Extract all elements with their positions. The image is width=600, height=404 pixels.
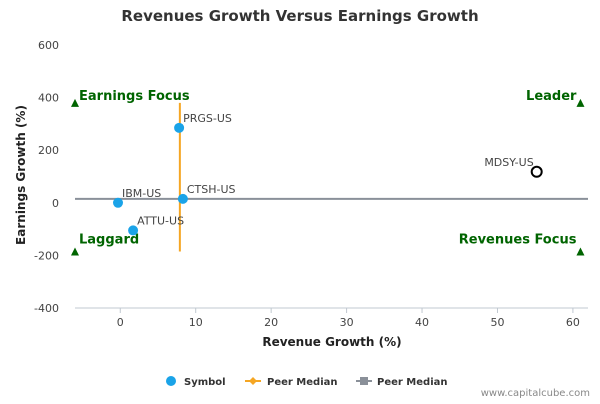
x-tick-label: 60 — [566, 316, 580, 329]
data-label-ibm-us: IBM-US — [122, 187, 161, 200]
x-tick-label: 50 — [490, 316, 504, 329]
y-tick-label: -200 — [34, 249, 59, 262]
y-tick-label: 0 — [52, 197, 59, 210]
legend: Symbol Peer Median Peer Median — [166, 376, 448, 388]
quadrant-label-leader: Leader — [526, 89, 577, 104]
x-axis-title: Revenue Growth (%) — [262, 335, 401, 349]
quadrant-marker-top-right — [576, 98, 585, 107]
quadrant-marker-top-left — [71, 98, 79, 107]
data-point-prgs-us — [174, 122, 185, 133]
quadrant-labels: Earnings Focus Leader Laggard Revenues Focu… — [71, 89, 585, 256]
quadrant-label-revenues-focus: Revenues Focus — [459, 232, 577, 247]
credit-text: www.capitalcube.com — [481, 388, 590, 399]
x-tick-label: 40 — [415, 316, 429, 329]
data-label-mdsy-us: MDSY-US — [484, 156, 533, 169]
quadrant-label-laggard: Laggard — [79, 232, 139, 247]
data-label-prgs-us: PRGS-US — [183, 112, 232, 125]
data-point-attu-us — [128, 225, 139, 236]
quadrant-label-earnings-focus: Earnings Focus — [79, 89, 190, 104]
y-axis-title: Earnings Growth (%) — [14, 105, 28, 245]
x-tick-label: 0 — [117, 316, 124, 329]
y-tick-label: 200 — [38, 144, 59, 157]
legend-peer-median-label-vertical: Peer Median — [267, 377, 338, 388]
data-points: PRGS-US CTSH-US IBM-US ATTU-US MDSY-US — [113, 112, 543, 236]
chart-title: Revenues Growth Versus Earnings Growth — [121, 7, 478, 25]
data-label-ctsh-us: CTSH-US — [187, 183, 236, 196]
x-tick-label: 10 — [189, 316, 203, 329]
axes: 0 10 20 30 40 50 60 -400 -200 0 200 400 600 — [34, 39, 588, 329]
y-tick-label: 400 — [38, 92, 59, 105]
y-tick-label: -400 — [34, 302, 59, 315]
data-point-mdsy-us — [530, 165, 543, 178]
y-tick-label: 600 — [38, 39, 59, 52]
quadrant-marker-bottom-left — [71, 247, 79, 256]
x-tick-label: 20 — [264, 316, 278, 329]
quadrant-marker-bottom-right — [576, 247, 585, 256]
data-label-attu-us: ATTU-US — [137, 214, 184, 227]
data-point-ibm-us — [113, 197, 124, 208]
legend-peer-median-marker-horizontal — [360, 377, 368, 385]
legend-symbol-label: Symbol — [184, 377, 226, 388]
data-point-ctsh-us — [177, 193, 188, 204]
legend-peer-median-marker-vertical — [249, 377, 257, 385]
legend-peer-median-label-horizontal: Peer Median — [377, 377, 448, 388]
x-tick-label: 30 — [340, 316, 354, 329]
peer-median-lines — [75, 102, 588, 252]
legend-symbol-marker — [166, 376, 176, 386]
